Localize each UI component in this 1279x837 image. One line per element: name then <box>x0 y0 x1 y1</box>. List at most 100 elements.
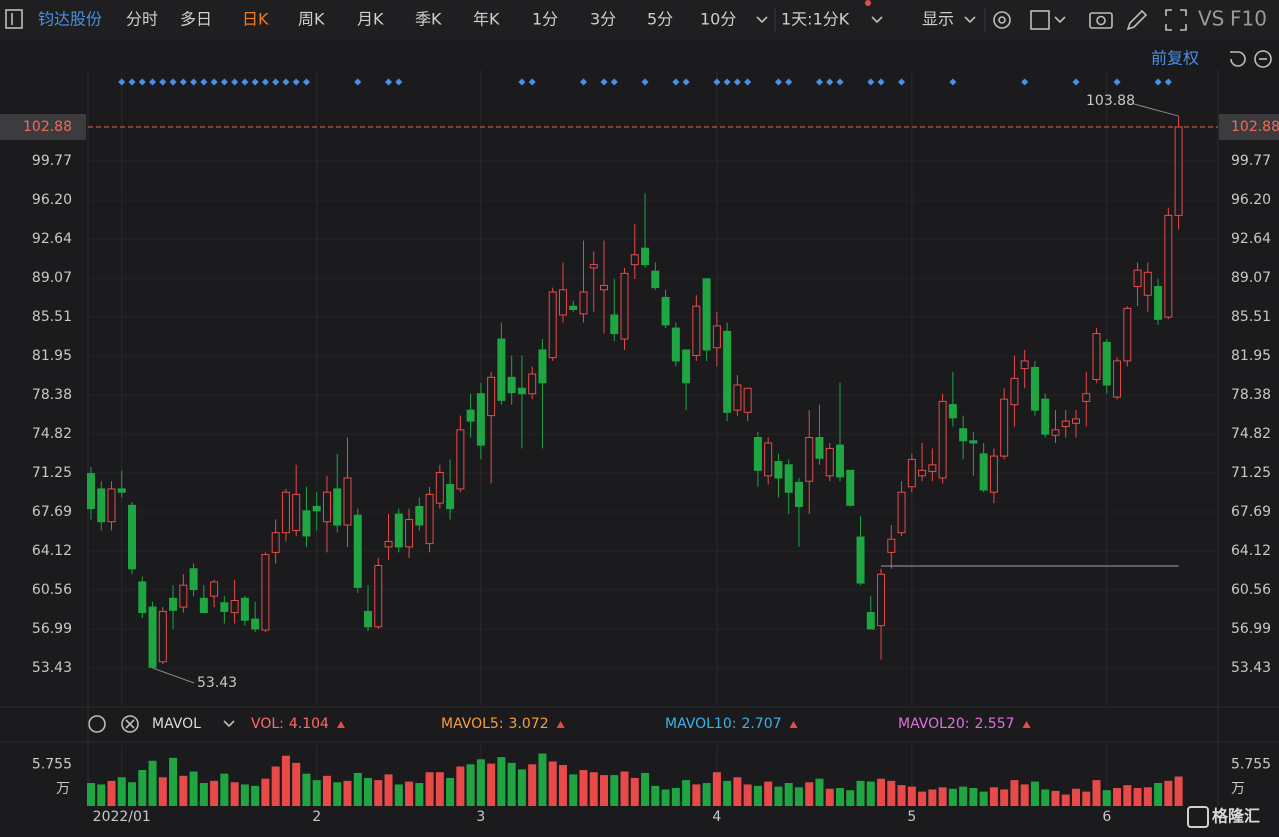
adjust-mode[interactable]: 前复权 <box>1151 49 1199 68</box>
volume-bar <box>928 789 937 806</box>
candle-body <box>815 436 824 459</box>
candle-body <box>856 536 865 584</box>
period-tab[interactable]: 分时 <box>126 10 158 29</box>
volume-bar <box>517 769 526 806</box>
draw-icon[interactable] <box>1126 9 1148 31</box>
volume-bar <box>1082 791 1091 806</box>
candle-body <box>723 330 732 413</box>
period-select[interactable]: 1天:1分K <box>781 10 850 29</box>
candle-body <box>835 444 844 478</box>
chevron[interactable] <box>964 16 976 24</box>
candle-body <box>394 513 403 548</box>
y-tick-label-right: 78.38 <box>1231 387 1271 403</box>
volume-bar <box>1143 787 1152 806</box>
volume-bar <box>199 783 208 806</box>
signal-marker <box>641 78 649 86</box>
zoom-out-icon[interactable] <box>1254 50 1272 68</box>
period-tab[interactable]: 季K <box>415 10 442 29</box>
volume-bar <box>487 763 496 806</box>
signal-marker <box>231 78 239 86</box>
signal-marker <box>733 78 741 86</box>
period-tab[interactable]: 5分 <box>647 10 673 29</box>
readout-arrow <box>556 721 565 728</box>
signal-marker <box>528 78 536 86</box>
volume-bar <box>1000 789 1009 806</box>
period-tab[interactable]: 日K <box>242 10 269 29</box>
chevron[interactable] <box>756 16 768 24</box>
stock-name[interactable]: 钧达股份 <box>38 10 102 29</box>
period-tab[interactable]: 多日 <box>180 10 212 29</box>
y-tick-label: 78.38 <box>32 387 72 403</box>
candle-body <box>425 493 434 545</box>
candle-body <box>969 440 978 444</box>
indicator-close[interactable] <box>121 715 139 733</box>
volume-unit-right: 万 <box>1231 781 1245 797</box>
volume-bar <box>312 780 321 806</box>
candle-body <box>179 584 188 608</box>
candle-body <box>210 581 219 597</box>
y-tick-label-right: 99.77 <box>1231 153 1271 169</box>
volume-bar <box>969 788 978 806</box>
volume-bar <box>292 762 301 806</box>
x-tick-label: 6 <box>1102 809 1111 825</box>
candle-body <box>497 338 506 401</box>
period-tab[interactable]: 周K <box>298 10 325 29</box>
candle-body <box>302 510 311 537</box>
signal-marker <box>785 78 793 86</box>
y-tick-label-right: 53.43 <box>1231 660 1271 676</box>
volume-bar <box>261 778 270 806</box>
indicator-name[interactable]: MAVOL <box>152 716 201 732</box>
toolbar <box>0 0 1279 40</box>
y-tick-label: 96.20 <box>32 192 72 208</box>
signal-marker <box>877 78 885 86</box>
volume-bar <box>405 781 414 806</box>
volume-bar <box>661 789 670 806</box>
volume-bar <box>302 773 311 806</box>
candle-body <box>384 540 393 548</box>
volume-bar <box>1174 776 1183 806</box>
y-tick-label: 60.56 <box>32 582 72 598</box>
volume-bar <box>251 785 260 806</box>
candle-body <box>682 349 691 384</box>
signal-marker <box>600 78 608 86</box>
reset-icon[interactable] <box>1230 51 1246 67</box>
period-tab[interactable]: 月K <box>357 10 384 29</box>
volume-bar <box>425 772 434 806</box>
chevron[interactable] <box>871 16 883 24</box>
y-tick-label-right: 56.99 <box>1231 621 1271 637</box>
chevron[interactable] <box>1054 16 1066 24</box>
volume-bar <box>1071 788 1080 806</box>
signal-marker <box>210 78 218 86</box>
candle-body <box>651 270 660 289</box>
y-tick-label-right: 96.20 <box>1231 192 1271 208</box>
candle-body <box>1061 420 1070 428</box>
volume-bar <box>825 788 834 806</box>
settings-icon[interactable] <box>993 11 1011 29</box>
fullscreen-icon[interactable] <box>1165 9 1187 31</box>
period-tab[interactable]: 1分 <box>532 10 558 29</box>
vs-button[interactable]: VS <box>1198 7 1224 31</box>
layout-icon[interactable] <box>1030 10 1050 30</box>
signal-marker <box>272 78 280 86</box>
y-tick-label: 99.77 <box>32 153 72 169</box>
candle-body <box>784 464 793 493</box>
display-menu[interactable]: 显示 <box>922 10 954 29</box>
chevron[interactable] <box>223 720 235 728</box>
volume-bar <box>148 760 157 806</box>
period-tab[interactable]: 3分 <box>590 10 616 29</box>
candle-body <box>538 349 547 384</box>
period-tab[interactable]: 年K <box>473 10 500 29</box>
candle-body <box>548 291 557 359</box>
signal-marker <box>836 78 844 86</box>
camera-icon[interactable] <box>1089 12 1113 29</box>
menu-icon[interactable] <box>5 9 23 29</box>
volume-bar <box>959 786 968 806</box>
indicator-settings[interactable] <box>88 715 106 733</box>
y-tick-label: 89.07 <box>32 270 72 286</box>
volume-bar <box>784 783 793 806</box>
volume-bar <box>702 783 711 806</box>
last-price-box <box>1219 114 1279 141</box>
volume-bar <box>579 770 588 806</box>
f10-button[interactable]: F10 <box>1230 7 1267 31</box>
period-tab[interactable]: 10分 <box>700 10 736 29</box>
